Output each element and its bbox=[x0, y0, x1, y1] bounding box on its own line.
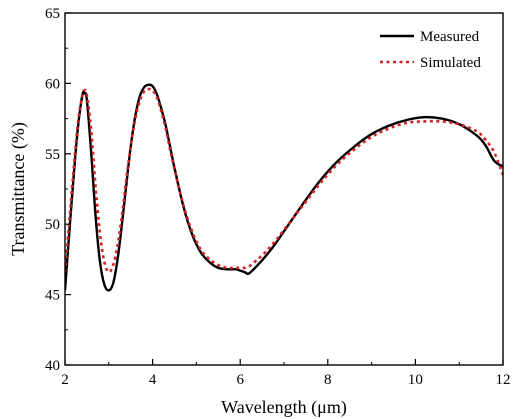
legend: Measured Simulated bbox=[380, 29, 481, 71]
series-line-simulated bbox=[65, 87, 503, 274]
y-tick-label: 45 bbox=[45, 288, 60, 304]
legend-label-measured: Measured bbox=[420, 29, 480, 45]
legend-label-simulated: Simulated bbox=[420, 55, 481, 71]
x-tick-label: 2 bbox=[61, 372, 69, 388]
x-tick-label: 4 bbox=[149, 372, 157, 388]
series-line-measured bbox=[65, 83, 503, 292]
x-tick-label: 12 bbox=[496, 372, 511, 388]
x-tick-label: 8 bbox=[324, 372, 332, 388]
y-tick-label: 40 bbox=[45, 358, 60, 374]
y-tick-label: 50 bbox=[45, 217, 60, 233]
y-axis-label: Transmittance (%) bbox=[8, 122, 29, 256]
x-tick-label: 6 bbox=[236, 372, 244, 388]
y-tick-label: 60 bbox=[45, 76, 60, 92]
x-axis-label: Wavelength (μm) bbox=[221, 397, 347, 418]
y-tick-label: 65 bbox=[45, 6, 60, 22]
x-tick-label: 10 bbox=[408, 372, 423, 388]
y-tick-label: 55 bbox=[45, 147, 60, 163]
